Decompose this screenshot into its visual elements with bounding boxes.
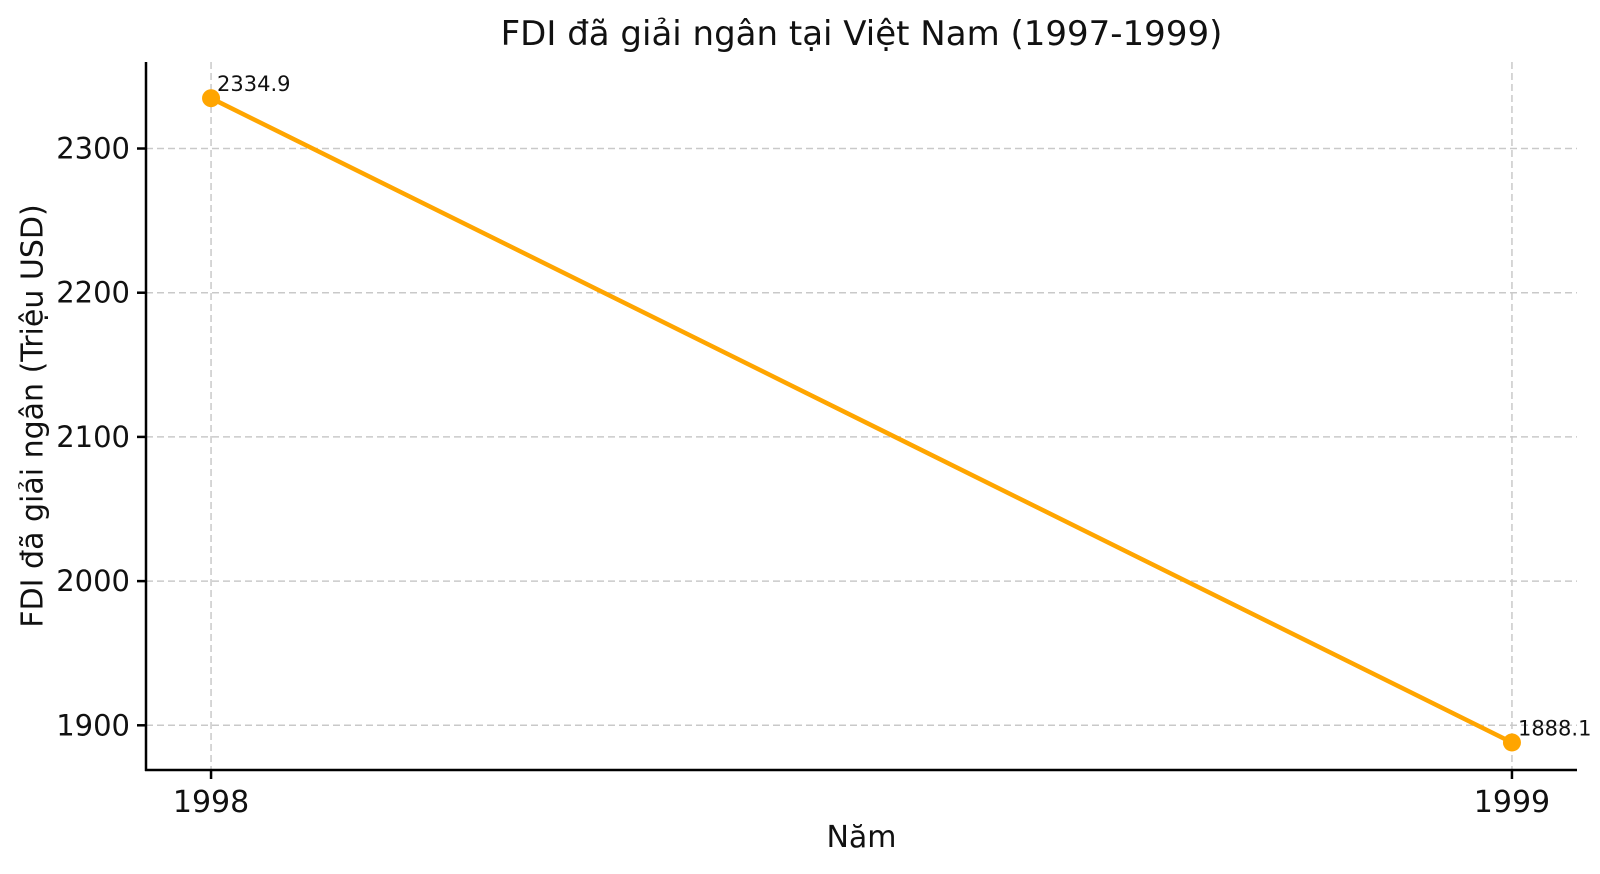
data-point-marker [202,89,221,108]
chart-title: FDI đã giải ngân tại Việt Nam (1997-1999… [500,14,1223,54]
x-axis-label: Năm [826,820,897,855]
data-point-label: 2334.9 [217,72,290,96]
data-point-label: 1888.1 [1518,716,1591,740]
data-line [208,95,1515,745]
y-tick-label: 1900 [56,708,130,742]
x-tick-label: 1999 [1474,785,1550,820]
y-tick-label: 2000 [56,564,130,598]
x-tick-label: 1998 [173,785,249,820]
y-tick-label: 2100 [56,420,130,454]
data-point-marker [1502,733,1521,752]
y-tick-label: 2300 [56,132,130,166]
y-tick-label: 2200 [56,276,130,310]
